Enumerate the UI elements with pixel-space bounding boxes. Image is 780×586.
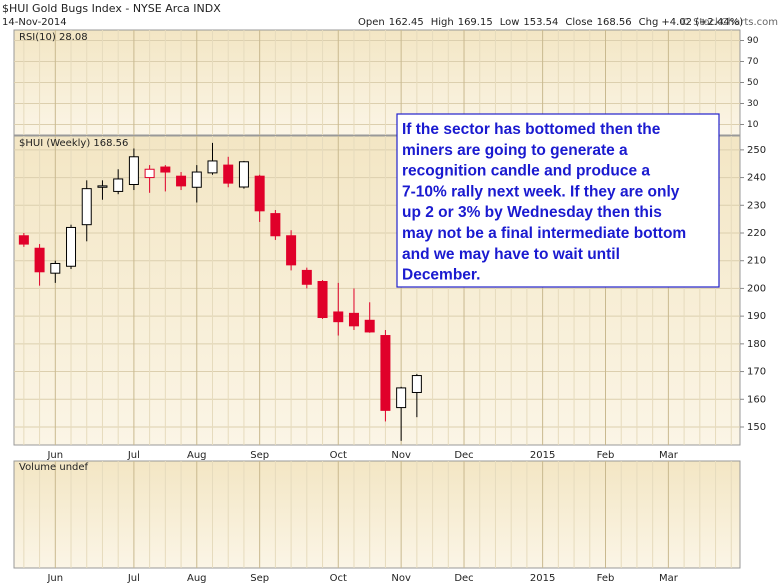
x-tick-label: Aug — [187, 450, 207, 461]
candle-body — [364, 319, 375, 333]
x-tick-label: Dec — [454, 573, 473, 584]
y-tick-label: 220 — [747, 228, 766, 239]
header-label: High — [431, 17, 454, 28]
price-label: $HUI (Weekly) 168.56 — [19, 138, 128, 149]
candle-body — [176, 175, 187, 187]
header-label: Low — [500, 17, 520, 28]
candle-body — [81, 188, 92, 226]
rsi-label: RSI(10) 28.08 — [19, 32, 88, 43]
y-tick-label: 10 — [747, 120, 759, 130]
y-tick-label: 150 — [747, 422, 766, 433]
x-tick-label: Jun — [46, 573, 63, 584]
candle-body — [34, 247, 45, 273]
candle-body — [113, 178, 124, 192]
x-tick-label: Mar — [659, 573, 679, 584]
x-tick-label: 2015 — [530, 450, 555, 461]
candle-body — [160, 166, 171, 173]
candle-body — [18, 235, 29, 245]
x-tick-label: Jul — [127, 450, 140, 461]
y-tick-label: 240 — [747, 173, 766, 184]
x-tick-label: Nov — [391, 450, 411, 461]
candle-body — [396, 387, 407, 409]
candle-body — [348, 312, 359, 327]
y-tick-label: 250 — [747, 145, 766, 156]
candle-body — [380, 335, 391, 411]
x-tick-label: 2015 — [530, 573, 555, 584]
candle-body — [301, 269, 312, 285]
candle-body — [97, 185, 108, 188]
x-tick-label: Jul — [127, 573, 140, 584]
header-label: Open — [358, 17, 385, 28]
volume-label: Volume undef — [19, 462, 89, 473]
x-tick-label: Jun — [46, 450, 63, 461]
header-label: Chg — [639, 17, 659, 28]
y-tick-label: 180 — [747, 339, 766, 350]
y-tick-label: 90 — [747, 36, 759, 46]
header-value: 169.15 — [458, 17, 493, 28]
y-tick-label: 70 — [747, 57, 759, 67]
y-tick-label: 190 — [747, 311, 766, 322]
header-value: +4.02 (+2.44%) — [661, 17, 743, 28]
y-tick-label: 170 — [747, 367, 766, 378]
header-value: 162.45 — [389, 17, 424, 28]
candle-body — [207, 160, 218, 174]
y-tick-label: 50 — [747, 78, 759, 88]
candle-body — [411, 375, 422, 393]
chart-title: $HUI Gold Bugs Index - NYSE Arca INDX — [2, 2, 221, 15]
x-tick-label: Oct — [330, 573, 347, 584]
annotation-line: miners are going to generate a — [402, 142, 628, 159]
x-tick-label: Aug — [187, 573, 207, 584]
x-tick-label: Oct — [330, 450, 347, 461]
candle-body — [333, 311, 344, 323]
annotation-line: recognition candle and produce a — [402, 163, 650, 180]
x-tick-label: Mar — [659, 450, 679, 461]
y-tick-label: 200 — [747, 283, 766, 294]
annotation-line: 7-10% rally next week. If they are only — [402, 183, 680, 200]
x-tick-label: Sep — [250, 573, 269, 584]
candle-body — [144, 168, 155, 179]
annotation-line: and we may have to wait until — [402, 246, 620, 263]
annotation-box — [396, 113, 720, 288]
annotation-line: may not be a final intermediate bottom — [402, 225, 686, 242]
volume-panel — [13, 460, 741, 569]
y-tick-label: 30 — [747, 99, 759, 109]
header-value: 168.56 — [597, 17, 632, 28]
x-tick-label: Sep — [250, 450, 269, 461]
candle-body — [223, 164, 234, 184]
y-tick-label: 230 — [747, 200, 766, 211]
source: © StockCharts.com — [680, 17, 778, 28]
candle-body — [128, 156, 139, 185]
x-tick-label: Feb — [597, 450, 615, 461]
y-tick-label: 210 — [747, 256, 766, 267]
annotation-line: December. — [402, 267, 480, 284]
header-label: Close — [565, 17, 592, 28]
candle-body — [191, 171, 202, 188]
candle-body — [238, 161, 249, 188]
x-tick-label: Feb — [597, 573, 615, 584]
ohlc-header: Open 162.45 High 169.15 Low 153.54 Close 168.56… — [358, 17, 743, 28]
candle-body — [317, 280, 328, 319]
y-tick-label: 160 — [747, 394, 766, 405]
candle-body — [254, 175, 265, 212]
x-tick-label: Dec — [454, 450, 473, 461]
x-tick-label: Nov — [391, 573, 411, 584]
header-value: 153.54 — [523, 17, 558, 28]
annotation-line: If the sector has bottomed then the — [402, 121, 661, 138]
candle-body — [270, 213, 281, 237]
candle-body — [50, 262, 61, 274]
annotation-line: up 2 or 3% by Wednesday then this — [402, 204, 662, 221]
candle-body — [286, 235, 297, 266]
candle-body — [66, 226, 77, 267]
chart-date: 14-Nov-2014 — [2, 17, 67, 28]
